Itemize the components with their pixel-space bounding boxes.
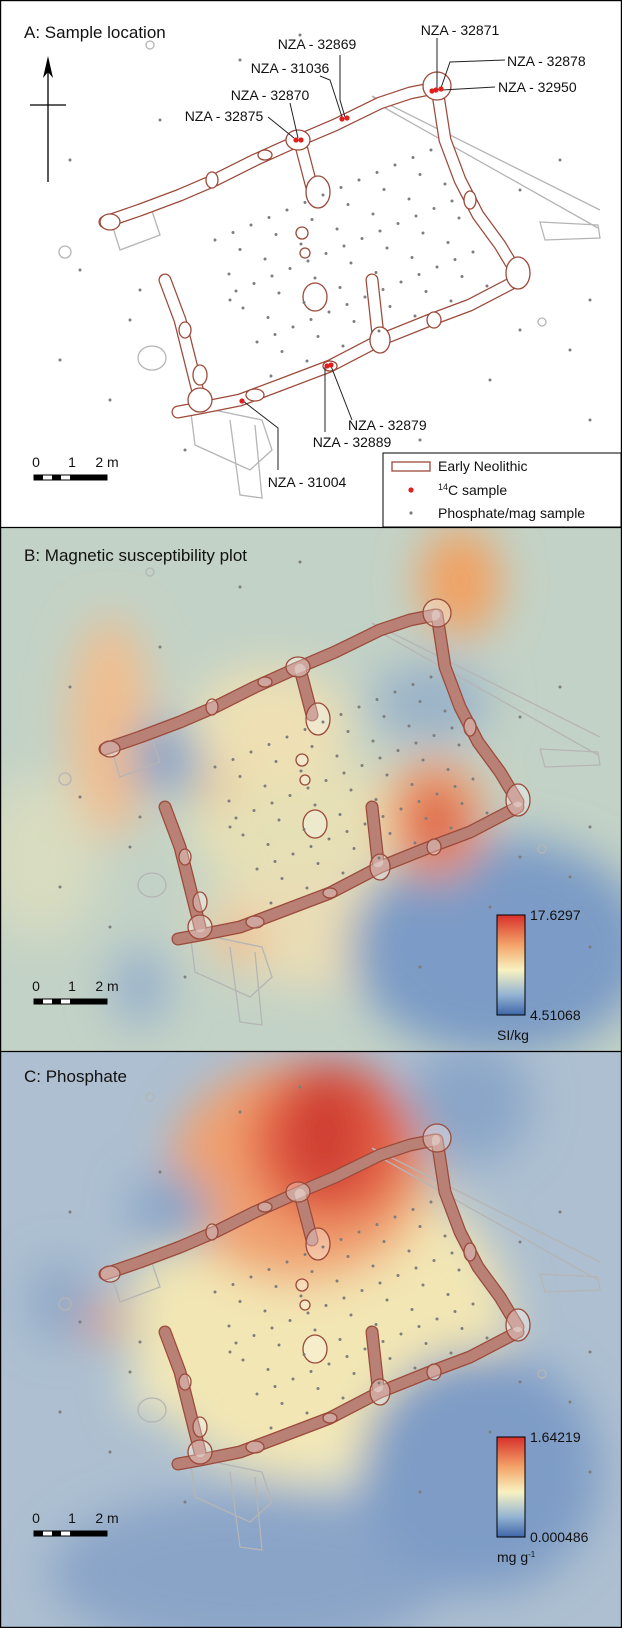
unit-superscript: -1 xyxy=(528,1550,536,1559)
scale-label: 1 xyxy=(68,454,76,470)
scale-segment xyxy=(34,999,43,1004)
figure: A: Sample location NZA - 32869 NZA - 328… xyxy=(0,0,622,1628)
colorbar-unit: SI/kg xyxy=(497,1027,529,1043)
sample-label: NZA - 32871 xyxy=(421,22,500,38)
scale-segment xyxy=(34,1531,43,1536)
phosphate-surface xyxy=(0,1042,622,1628)
scale-segment xyxy=(70,1531,107,1536)
panel-title: A: Sample location xyxy=(24,23,166,42)
page: A: Sample location NZA - 32869 NZA - 328… xyxy=(0,0,622,1628)
sample-label: NZA - 32878 xyxy=(507,53,586,69)
scale-segment xyxy=(52,475,61,480)
sample-label: NZA - 32869 xyxy=(278,36,357,52)
scale-label: 1 xyxy=(68,978,76,994)
scale-label: 0 xyxy=(32,978,40,994)
unit-text: mg g xyxy=(497,1549,528,1565)
scale-segment xyxy=(70,475,107,480)
colorbar-min: 4.51068 xyxy=(530,1007,581,1023)
scale-label: 2 m xyxy=(95,1510,118,1526)
sample-label: NZA - 31004 xyxy=(268,474,347,490)
scale-segment xyxy=(52,999,61,1004)
legend-label: 14C sample xyxy=(438,482,507,498)
colorbar-max: 1.64219 xyxy=(530,1429,581,1445)
legend-label: C sample xyxy=(448,482,507,498)
legend-label: Early Neolithic xyxy=(438,458,527,474)
panel-title: C: Phosphate xyxy=(24,1067,127,1086)
scale-label: 0 xyxy=(32,454,40,470)
sample-label: NZA - 32875 xyxy=(185,108,264,124)
sample-label: NZA - 31036 xyxy=(251,60,330,76)
sample-label: NZA - 32879 xyxy=(348,417,427,433)
scale-label: 1 xyxy=(68,1510,76,1526)
scale-segment xyxy=(52,1531,61,1536)
legend: Early Neolithic 14C sample Phosphate/mag… xyxy=(383,453,621,527)
scale-label: 2 m xyxy=(95,454,118,470)
panel-title: B: Magnetic susceptibility plot xyxy=(24,546,247,565)
sample-label: NZA - 32889 xyxy=(313,434,392,450)
sample-label: NZA - 32950 xyxy=(498,79,577,95)
scale-segment xyxy=(34,475,43,480)
legend-label: Phosphate/mag sample xyxy=(438,505,585,521)
scale-label: 0 xyxy=(32,1510,40,1526)
house-plan xyxy=(59,34,601,499)
colorbar-max: 17.6297 xyxy=(530,907,581,923)
colorbar-min: 0.000486 xyxy=(530,1529,589,1545)
scale-segment xyxy=(70,999,107,1004)
scale-label: 2 m xyxy=(95,978,118,994)
north-arrow xyxy=(30,56,66,182)
legend-superscript: 14 xyxy=(438,482,448,492)
sample-label: NZA - 32870 xyxy=(231,87,310,103)
